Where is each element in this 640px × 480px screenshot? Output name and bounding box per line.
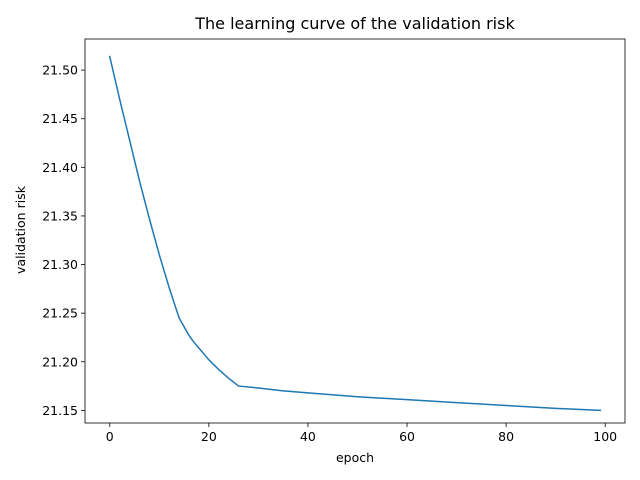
y-tick-label: 21.50 bbox=[42, 63, 78, 78]
y-tick-label: 21.25 bbox=[42, 306, 78, 321]
y-tick-label: 21.40 bbox=[42, 160, 78, 175]
x-tick-label: 40 bbox=[300, 429, 316, 444]
series-line-0 bbox=[108, 55, 602, 412]
y-tick-label: 21.45 bbox=[42, 111, 78, 126]
x-axis-label: epoch bbox=[336, 450, 374, 465]
plot-area: 0 20 40 60 80 100 21.15 21.20 21.25 21.30 21.35 21.… bbox=[42, 38, 626, 444]
x-tick-label: 60 bbox=[399, 429, 415, 444]
y-tick-label: 21.20 bbox=[42, 354, 78, 369]
y-axis-label: validation risk bbox=[13, 185, 28, 274]
x-tick-label: 20 bbox=[201, 429, 217, 444]
y-tick-label: 21.30 bbox=[42, 257, 78, 272]
x-tick-label: 100 bbox=[593, 429, 617, 444]
x-tick-label: 80 bbox=[498, 429, 514, 444]
x-tick-label: 0 bbox=[106, 429, 114, 444]
plot-frame bbox=[84, 38, 626, 424]
y-tick-label: 21.15 bbox=[42, 403, 78, 418]
y-tick-label: 21.35 bbox=[42, 208, 78, 223]
chart-title: The learning curve of the validation ris… bbox=[194, 14, 515, 33]
